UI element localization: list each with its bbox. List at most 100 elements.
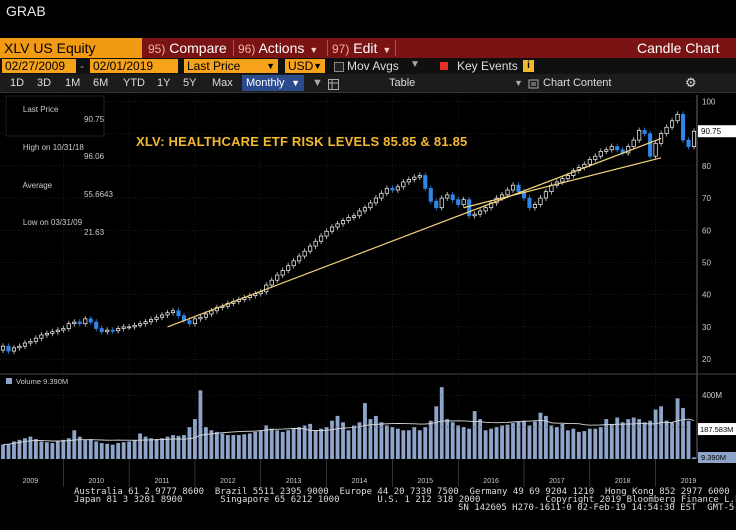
volume-bar [55,440,60,459]
period-tab-1d[interactable]: 1D [10,77,25,89]
up-candle [308,245,313,252]
edit-number: 97) [332,42,350,56]
up-candle [22,342,27,347]
down-candle [434,200,439,209]
volume-legend-swatch [6,378,12,384]
volume-bar [417,430,422,459]
volume-bar [549,425,554,459]
volume-bar [17,439,22,459]
volume-bar [374,415,378,459]
volume-bar [472,411,477,459]
period-tab-ytd[interactable]: YTD [123,77,145,89]
up-candle [461,199,466,205]
up-candle [675,113,680,122]
y-tick-label: 50 [702,258,711,267]
price-field-select[interactable]: Last Price ▼ [184,59,278,73]
key-events-checkbox[interactable] [440,62,448,70]
x-tick-label: 2010 [88,478,104,485]
down-candle [467,199,472,217]
mov-avgs-checkbox[interactable] [334,62,344,72]
up-candle [159,314,165,318]
volume-legend-label: Volume 9.390M [16,377,68,386]
up-candle [664,126,669,135]
start-date-field[interactable]: 02/27/2009 [2,59,76,73]
volume-bar [686,420,691,459]
up-candle [439,197,444,209]
volume-bar [560,423,565,459]
volume-bar [390,427,395,459]
chevron-down-icon[interactable]: ▼ [410,59,420,70]
volume-bar [582,431,587,459]
compare-button[interactable]: 95) Compare [148,38,227,58]
up-candle [0,345,6,351]
frequency-select[interactable]: Monthly ▼ [242,75,304,91]
chevron-down-icon[interactable]: ▼ [514,78,523,88]
chart-content-button[interactable]: Chart Content [543,77,612,89]
up-candle [560,178,565,183]
volume-bar [346,430,351,459]
period-tab-1y[interactable]: 1Y [157,77,171,89]
chart-type-button[interactable]: Candle Chart [637,40,720,56]
volume-bar [368,419,373,459]
y-tick-label: 20 [702,355,711,364]
up-candle [297,255,302,262]
up-candle [362,207,368,212]
volume-bar [637,419,642,459]
period-tab-5y[interactable]: 5Y [183,77,197,89]
info-icon[interactable]: i [523,60,534,72]
end-date-field[interactable]: 02/01/2019 [90,59,178,73]
volume-bar [335,415,340,459]
table-icon [328,77,339,90]
volume-bar [88,439,93,459]
y-tick-label: 40 [702,291,711,300]
down-candle [94,321,99,329]
volume-bar [406,430,411,459]
volume-bar [44,442,49,459]
volume-bar [692,457,696,459]
up-candle [192,318,197,325]
volume-bar [675,398,680,459]
compare-number: 95) [148,42,166,56]
down-candle [516,184,521,192]
x-tick-label: 2019 [681,478,697,485]
volume-bar [653,409,658,459]
volume-bar [659,406,664,459]
volume-bar [286,430,291,459]
last-price-badge-text: 90.75 [701,127,722,136]
volume-average-badge [698,423,736,436]
volume-bar [193,419,197,459]
period-tab-6m[interactable]: 6M [93,77,109,89]
period-tab-1m[interactable]: 1M [65,77,81,89]
volume-bar [363,403,367,459]
chevron-down-icon[interactable]: ▼ [312,77,323,89]
down-candle [390,188,395,191]
currency-select[interactable]: USD ▼ [285,59,325,73]
up-candle [505,189,510,196]
volume-bar [379,422,384,459]
period-tab-3d[interactable]: 3D [37,77,52,89]
gear-icon[interactable]: ⚙ [685,75,697,90]
low-label: Low on 03/31/09 [22,218,83,228]
up-candle [631,139,636,147]
ticker-field[interactable]: XLV US Equity [0,38,142,58]
volume-bar [626,419,631,459]
volume-bar [33,439,38,459]
volume-average-line [2,418,695,446]
volume-bar [324,427,329,459]
down-candle [176,310,181,316]
command-bar [0,38,736,58]
volume-bar [615,417,620,459]
edit-button[interactable]: 97) Edit ▼ [332,38,391,58]
x-tick-label: 2009 [23,478,39,485]
volume-bar [198,390,203,459]
down-candle [521,191,527,199]
up-candle [538,197,543,205]
volume-bar [516,421,521,459]
down-candle [187,320,192,325]
candle-chart[interactable]: 2030405060708090100200920102011201220132… [0,92,736,487]
chevron-down-icon: ▼ [291,78,300,88]
up-candle [121,326,126,329]
period-tab-max[interactable]: Max [212,77,233,89]
table-button[interactable]: Table [389,77,416,89]
actions-button[interactable]: 96) Actions ▼ [238,38,318,58]
